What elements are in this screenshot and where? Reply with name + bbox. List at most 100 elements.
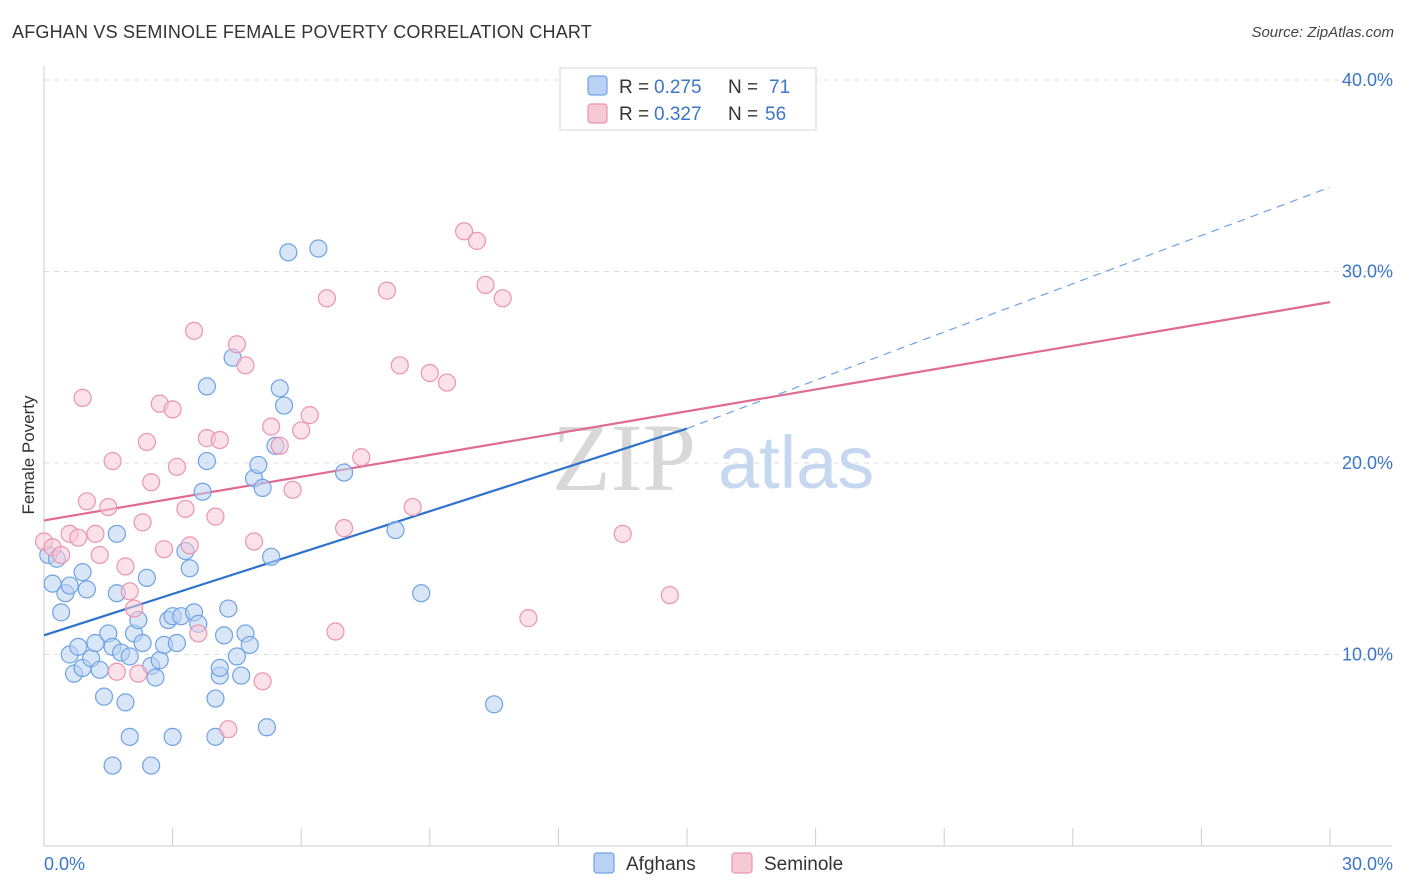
point-seminole bbox=[493, 289, 512, 308]
point-afghans bbox=[249, 455, 268, 475]
point-seminole bbox=[210, 430, 229, 450]
trend-lines bbox=[43, 186, 1331, 637]
point-seminole bbox=[317, 289, 337, 308]
point-seminole bbox=[326, 622, 345, 641]
point-afghans bbox=[240, 635, 259, 655]
point-seminole bbox=[167, 457, 186, 476]
point-seminole bbox=[660, 586, 679, 605]
point-afghans bbox=[219, 599, 238, 618]
watermark-atlas: atlas bbox=[718, 421, 874, 504]
point-seminole bbox=[184, 321, 204, 340]
source-credit: Source: ZipAtlas.com bbox=[1251, 24, 1394, 41]
tick-labels: 10.0% 20.0% 30.0% 40.0% 0.0% 30.0% bbox=[44, 70, 1393, 874]
point-afghans bbox=[73, 563, 92, 582]
point-afghans bbox=[232, 666, 251, 685]
legend-seminole-n-value: 56 bbox=[765, 104, 786, 125]
point-afghans bbox=[94, 687, 114, 706]
legend-swatch-afghans bbox=[587, 75, 608, 96]
point-seminole bbox=[253, 672, 272, 691]
point-afghans bbox=[163, 727, 182, 746]
point-seminole bbox=[86, 524, 105, 543]
point-afghans bbox=[120, 647, 139, 666]
legend-afghans-n-value: 71 bbox=[769, 77, 790, 98]
point-afghans bbox=[206, 689, 225, 708]
point-afghans bbox=[60, 576, 79, 595]
point-seminole bbox=[52, 545, 71, 565]
point-seminole bbox=[90, 545, 109, 565]
legend-seminole-r-value: 0.327 bbox=[654, 104, 702, 125]
correlation-legend: R = 0.275 N = 71 R = 0.327 N = 56 bbox=[559, 67, 817, 131]
point-seminole bbox=[519, 609, 538, 628]
point-seminole bbox=[352, 448, 371, 467]
point-afghans bbox=[107, 524, 126, 543]
point-afghans bbox=[274, 396, 294, 415]
point-afghans bbox=[133, 633, 152, 653]
point-afghans bbox=[253, 478, 272, 497]
point-afghans bbox=[227, 647, 246, 666]
point-afghans bbox=[69, 637, 88, 656]
legend-swatch-seminole bbox=[587, 103, 608, 124]
legend-seminole-n-label: N = bbox=[728, 104, 758, 125]
watermark: ZIP atlas bbox=[552, 404, 874, 511]
trend-line-afghans bbox=[43, 427, 688, 637]
point-afghans bbox=[90, 660, 109, 679]
point-seminole bbox=[467, 231, 487, 250]
point-afghans bbox=[52, 603, 71, 622]
point-seminole bbox=[262, 417, 281, 436]
point-seminole bbox=[334, 519, 354, 538]
point-afghans bbox=[120, 727, 139, 746]
point-seminole bbox=[103, 451, 122, 471]
point-afghans bbox=[257, 718, 277, 737]
point-seminole bbox=[180, 536, 199, 555]
point-seminole bbox=[107, 662, 126, 681]
point-seminole bbox=[206, 507, 225, 526]
point-seminole bbox=[219, 720, 238, 739]
y-axis-label: Female Poverty bbox=[19, 395, 38, 515]
axes bbox=[43, 66, 1392, 847]
point-afghans bbox=[485, 695, 504, 714]
y-tick-label: 10.0% bbox=[1342, 645, 1393, 665]
point-afghans bbox=[334, 463, 354, 482]
point-seminole bbox=[437, 373, 457, 392]
point-seminole bbox=[137, 432, 156, 452]
point-afghans bbox=[386, 520, 405, 540]
point-afghans bbox=[214, 626, 234, 645]
point-seminole bbox=[176, 499, 195, 519]
x-tick-label: 0.0% bbox=[44, 854, 85, 874]
point-seminole bbox=[129, 664, 148, 683]
point-seminole bbox=[377, 281, 397, 300]
point-seminole bbox=[116, 557, 135, 576]
point-seminole bbox=[236, 356, 255, 375]
point-seminole bbox=[292, 421, 311, 440]
point-seminole bbox=[189, 624, 208, 643]
bottom-legend-afghans: Afghans bbox=[626, 854, 696, 875]
point-seminole bbox=[454, 222, 474, 241]
y-tick-label: 20.0% bbox=[1342, 453, 1393, 473]
point-afghans bbox=[309, 239, 328, 258]
point-seminole bbox=[613, 524, 632, 543]
point-afghans bbox=[262, 547, 281, 566]
point-afghans bbox=[270, 379, 289, 398]
series-legend: Afghans Seminole bbox=[593, 852, 843, 875]
point-seminole bbox=[77, 492, 96, 511]
point-seminole bbox=[270, 436, 289, 455]
point-seminole bbox=[283, 480, 302, 499]
bottom-legend-swatch-afghans bbox=[593, 852, 615, 874]
point-afghans bbox=[180, 559, 199, 578]
point-seminole bbox=[476, 275, 495, 295]
point-seminole bbox=[163, 400, 182, 419]
point-seminole bbox=[124, 599, 144, 618]
point-afghans bbox=[150, 651, 169, 670]
point-seminole bbox=[142, 473, 161, 492]
y-tick-label: 30.0% bbox=[1342, 262, 1393, 282]
point-afghans bbox=[116, 693, 135, 712]
point-seminole bbox=[99, 497, 118, 517]
x-tick-label: 30.0% bbox=[1342, 854, 1393, 874]
point-seminole bbox=[244, 532, 264, 551]
point-seminole bbox=[73, 388, 92, 407]
legend-afghans-r-label: R = bbox=[619, 77, 649, 98]
point-seminole bbox=[403, 497, 422, 517]
trend-line-afghans-extension bbox=[686, 186, 1331, 430]
point-seminole bbox=[154, 540, 174, 559]
